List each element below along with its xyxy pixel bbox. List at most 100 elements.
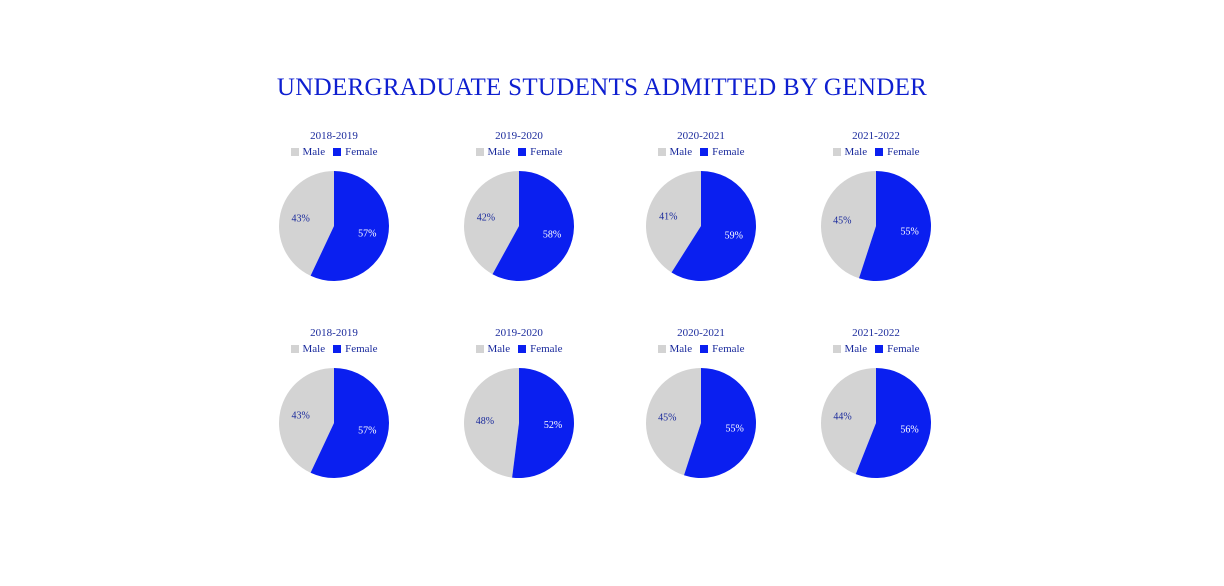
pie-slice-female — [855, 368, 931, 478]
legend-label: Female — [345, 343, 378, 355]
pie-slice-female — [310, 171, 389, 281]
legend-label: Male — [487, 146, 511, 158]
legend-label: Male — [669, 146, 693, 158]
legend-label: Male — [302, 343, 326, 355]
pie-label-male: 41% — [659, 211, 677, 222]
legend-swatch-male — [832, 148, 841, 156]
legend: Male Female — [429, 343, 609, 355]
legend-swatch-female — [700, 148, 709, 156]
pie-chart-3: 2020-2021 Male Female 59% 41% — [611, 130, 791, 300]
pie-label-male: 43% — [292, 411, 310, 422]
pie-slice-male — [646, 171, 701, 273]
legend: Male Female — [611, 343, 791, 355]
legend-item-female: Female — [875, 343, 920, 355]
legend-item-female: Female — [333, 146, 378, 158]
pie-label-female: 57% — [358, 228, 376, 239]
legend-item-male: Male — [290, 343, 326, 355]
legend-swatch-male — [290, 345, 299, 353]
legend: Male Female — [244, 343, 424, 355]
pie: 55% 45% — [646, 368, 756, 478]
legend-item-male: Male — [475, 343, 511, 355]
pie-label-female: 52% — [544, 420, 562, 431]
pie-chart-4: 2021-2022 Male Female 55% 45% — [786, 130, 966, 300]
pie-label-male: 45% — [658, 413, 676, 424]
page-title: UNDERGRADUATE STUDENTS ADMITTED BY GENDE… — [276, 74, 928, 101]
legend-label: Male — [669, 343, 693, 355]
chart-title: 2021-2022 — [852, 327, 900, 339]
legend-label: Male — [844, 146, 868, 158]
legend-label: Female — [712, 343, 745, 355]
legend-item-female: Female — [518, 343, 563, 355]
pie: 57% 43% — [279, 171, 389, 281]
pie-label-female: 55% — [901, 226, 919, 237]
legend-item-male: Male — [290, 146, 325, 158]
legend: Male Female — [786, 146, 966, 158]
pie-slice-male — [464, 171, 519, 275]
chart-title: 2019-2020 — [495, 327, 543, 339]
pie-slice-male — [821, 171, 876, 279]
pie-chart-1: 2018-2019 Male Female 57% 43% — [244, 130, 424, 300]
pie: 52% 48% — [464, 368, 574, 478]
pie-label-male: 45% — [833, 216, 851, 227]
legend-item-male: Male — [657, 146, 693, 158]
legend-swatch-female — [700, 345, 709, 353]
legend-item-male: Male — [657, 343, 693, 355]
pie: 55% 45% — [821, 171, 931, 281]
legend-item-female: Female — [333, 343, 378, 355]
legend: Male Female — [429, 146, 609, 158]
legend-swatch-male — [657, 345, 666, 353]
legend: Male Female — [244, 146, 424, 158]
legend-item-female: Female — [518, 146, 563, 158]
chart-title: 2019-2020 — [495, 130, 543, 142]
legend-swatch-female — [875, 148, 884, 156]
legend-label: Female — [530, 146, 563, 158]
pie-label-male: 42% — [477, 213, 495, 224]
legend-swatch-male — [475, 345, 484, 353]
chart-title: 2018-2019 — [310, 130, 358, 142]
pie-label-male: 48% — [476, 416, 494, 427]
legend-swatch-male — [475, 148, 484, 156]
legend-label: Female — [887, 343, 920, 355]
legend-label: Female — [345, 146, 378, 158]
legend-swatch-female — [875, 345, 884, 353]
legend-label: Female — [530, 343, 563, 355]
legend-item-male: Male — [475, 146, 511, 158]
pie-chart-5: 2018-2019 Male Female 57% 43% — [244, 327, 424, 497]
legend: Male Female — [611, 146, 791, 158]
legend-item-female: Female — [875, 146, 920, 158]
pie-slice-female — [310, 368, 389, 478]
legend-item-male: Male — [832, 146, 868, 158]
pie: 57% 43% — [279, 368, 389, 478]
legend-swatch-female — [518, 345, 527, 353]
legend-label: Female — [887, 146, 920, 158]
legend-item-female: Female — [700, 343, 745, 355]
legend-swatch-female — [518, 148, 527, 156]
pie-label-male: 44% — [833, 412, 851, 423]
legend-label: Female — [712, 146, 745, 158]
legend-swatch-female — [333, 148, 342, 156]
pie-slice-female — [859, 171, 931, 281]
pie-slice-male — [279, 368, 334, 473]
pie-slice-female — [684, 368, 756, 478]
legend-swatch-male — [832, 345, 841, 353]
chart-title: 2021-2022 — [852, 130, 900, 142]
legend: Male Female — [786, 343, 966, 355]
chart-title: 2020-2021 — [677, 130, 725, 142]
pie-chart-7: 2020-2021 Male Female 55% 45% — [611, 327, 791, 497]
pie-chart-6: 2019-2020 Male Female 52% 48% — [429, 327, 609, 497]
legend-swatch-female — [333, 345, 342, 353]
pie-label-female: 59% — [725, 231, 743, 242]
pie-label-female: 58% — [543, 229, 561, 240]
chart-title: 2018-2019 — [310, 327, 358, 339]
pie: 56% 44% — [821, 368, 931, 478]
chart-title: 2020-2021 — [677, 327, 725, 339]
legend-swatch-male — [290, 148, 299, 156]
pie-slice-female — [671, 171, 756, 281]
pie-slice-male — [464, 368, 519, 478]
pie-slice-male — [646, 368, 701, 476]
legend-label: Male — [487, 343, 511, 355]
pie-chart-8: 2021-2022 Male Female 56% 44% — [786, 327, 966, 497]
legend-item-female: Female — [700, 146, 745, 158]
pie-slice-female — [492, 171, 574, 281]
pie-label-female: 56% — [900, 424, 918, 435]
